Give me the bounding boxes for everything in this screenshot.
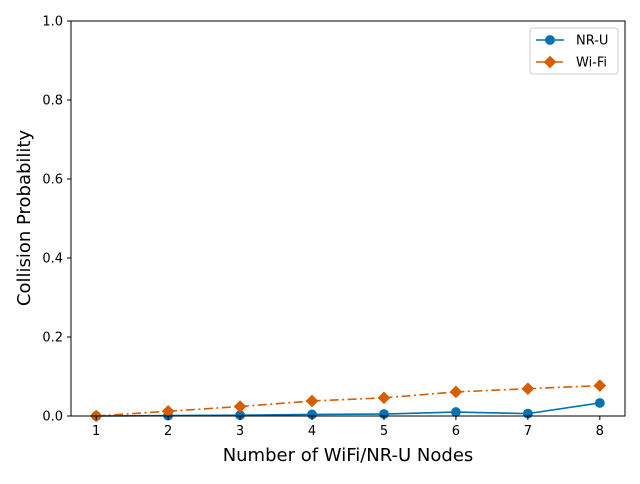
series-line-1 — [96, 384, 600, 417]
legend-marker-0 — [545, 35, 555, 45]
data-point-0-5 — [451, 407, 461, 417]
y-tick-label-3: 0.6 — [42, 173, 63, 188]
x-tick-label-5: 6 — [452, 424, 460, 439]
legend: NR-U Wi-Fi — [529, 27, 619, 75]
x-tick-label-7: 8 — [596, 424, 604, 439]
data-point-1-4 — [377, 391, 391, 405]
x-tick-label-3: 4 — [308, 424, 316, 439]
legend-marker-1 — [543, 55, 557, 69]
plot-frame — [70, 20, 626, 417]
axes: 1 2 3 4 5 6 7 8 0.0 0.2 0.4 0.6 0.8 1.0 — [42, 15, 626, 439]
x-tick-label-6: 7 — [524, 424, 532, 439]
legend-label-0: NR-U — [576, 34, 608, 49]
x-tick-label-2: 3 — [236, 424, 244, 439]
y-axis-label: Collision Probability — [14, 130, 35, 307]
y-tick-label-5: 1.0 — [42, 15, 63, 30]
x-axis-label: Number of WiFi/NR-U Nodes — [223, 445, 474, 466]
y-tick-label-0: 0.0 — [42, 410, 63, 425]
y-tick-label-1: 0.2 — [42, 331, 63, 346]
x-tick-label-4: 5 — [380, 424, 388, 439]
data-point-1-2 — [233, 400, 247, 413]
data-point-1-7 — [593, 379, 607, 392]
data-point-1-5 — [449, 385, 463, 399]
x-tick-label-1: 2 — [164, 424, 172, 439]
legend-label-1: Wi-Fi — [576, 56, 607, 71]
x-tick-label-0: 1 — [92, 424, 100, 439]
y-tick-label-4: 0.8 — [42, 94, 63, 109]
data-point-1-3 — [305, 394, 319, 408]
data-point-0-7 — [594, 398, 605, 408]
data-point-1-6 — [521, 382, 535, 396]
y-tick-label-2: 0.4 — [42, 252, 63, 267]
